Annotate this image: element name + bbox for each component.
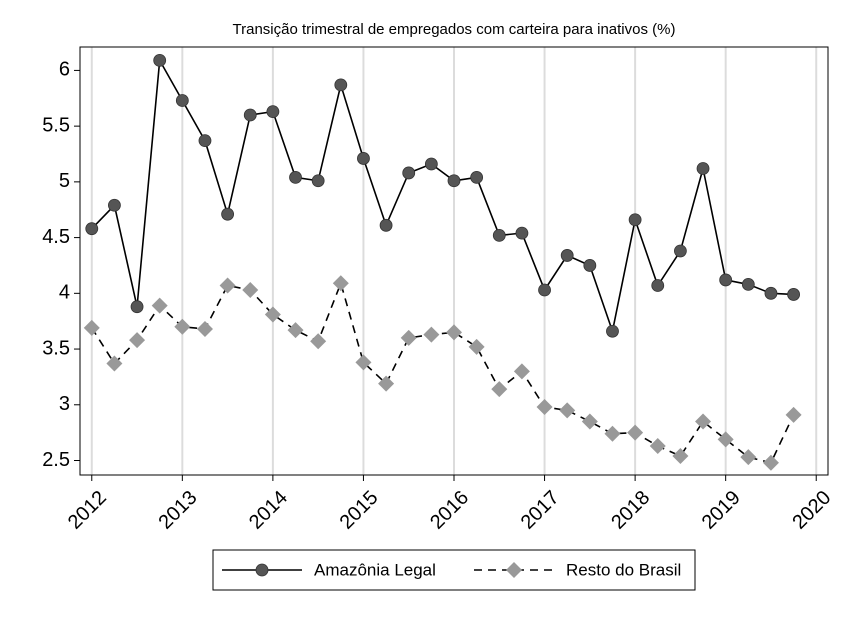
marker bbox=[606, 324, 619, 338]
marker bbox=[332, 275, 349, 292]
legend-label: Resto do Brasil bbox=[566, 560, 681, 579]
marker bbox=[717, 431, 734, 448]
y-tick-label: 5 bbox=[59, 170, 70, 192]
marker bbox=[355, 354, 372, 371]
marker bbox=[221, 207, 235, 221]
marker bbox=[787, 288, 800, 301]
marker bbox=[536, 399, 553, 416]
marker bbox=[468, 338, 485, 355]
marker bbox=[649, 438, 666, 455]
marker bbox=[175, 94, 189, 107]
marker bbox=[741, 278, 755, 291]
marker bbox=[198, 134, 212, 148]
marker bbox=[470, 171, 484, 184]
y-tick-label: 5.5 bbox=[42, 114, 70, 136]
marker bbox=[379, 218, 393, 232]
marker bbox=[83, 319, 100, 336]
y-tick-label: 4 bbox=[59, 282, 70, 304]
marker bbox=[695, 413, 712, 430]
marker bbox=[242, 281, 259, 298]
marker bbox=[108, 198, 121, 212]
marker bbox=[740, 449, 757, 466]
legend-marker bbox=[506, 562, 522, 578]
marker bbox=[492, 228, 506, 242]
marker bbox=[446, 324, 462, 341]
legend-label: Amazônia Legal bbox=[314, 560, 436, 579]
marker bbox=[538, 283, 551, 297]
marker bbox=[583, 259, 597, 272]
y-tick-label: 2.5 bbox=[42, 449, 70, 471]
marker bbox=[628, 213, 642, 227]
marker bbox=[400, 329, 417, 346]
marker bbox=[719, 273, 733, 287]
marker bbox=[357, 152, 370, 165]
marker bbox=[129, 332, 146, 349]
marker bbox=[266, 105, 280, 119]
marker bbox=[106, 355, 123, 372]
marker bbox=[672, 448, 689, 465]
marker bbox=[604, 425, 621, 442]
y-tick-label: 3 bbox=[59, 393, 70, 415]
marker bbox=[85, 222, 99, 236]
y-tick-label: 6 bbox=[59, 59, 70, 81]
marker bbox=[423, 326, 440, 343]
marker bbox=[334, 78, 348, 92]
plot-frame bbox=[79, 46, 829, 476]
legend: Amazônia Legal Resto do Brasil bbox=[212, 549, 696, 591]
marker bbox=[515, 226, 529, 240]
marker bbox=[402, 166, 416, 180]
marker bbox=[513, 363, 530, 380]
marker bbox=[310, 333, 327, 350]
marker bbox=[287, 322, 304, 339]
marker bbox=[424, 157, 438, 171]
marker bbox=[559, 402, 576, 419]
marker bbox=[153, 53, 167, 67]
marker bbox=[651, 279, 665, 292]
chart-title: Transição trimestral de empregados com c… bbox=[233, 21, 676, 38]
legend-marker bbox=[255, 563, 269, 577]
marker bbox=[785, 406, 802, 423]
marker bbox=[130, 300, 144, 314]
marker bbox=[762, 454, 779, 471]
marker bbox=[196, 320, 213, 337]
marker bbox=[696, 162, 710, 175]
marker bbox=[378, 375, 395, 392]
marker bbox=[311, 174, 325, 188]
marker bbox=[447, 174, 461, 188]
marker bbox=[764, 286, 778, 300]
marker bbox=[581, 413, 598, 430]
y-tick-label: 3.5 bbox=[42, 337, 70, 359]
marker bbox=[243, 108, 257, 122]
marker bbox=[264, 306, 281, 323]
y-tick-label: 4.5 bbox=[42, 226, 70, 248]
marker bbox=[491, 381, 508, 398]
marker bbox=[174, 318, 191, 335]
marker bbox=[627, 424, 644, 441]
series-line bbox=[91, 57, 794, 335]
marker bbox=[151, 297, 168, 314]
marker bbox=[560, 249, 574, 262]
marker bbox=[219, 277, 236, 294]
marker bbox=[673, 244, 687, 258]
marker bbox=[289, 171, 302, 184]
